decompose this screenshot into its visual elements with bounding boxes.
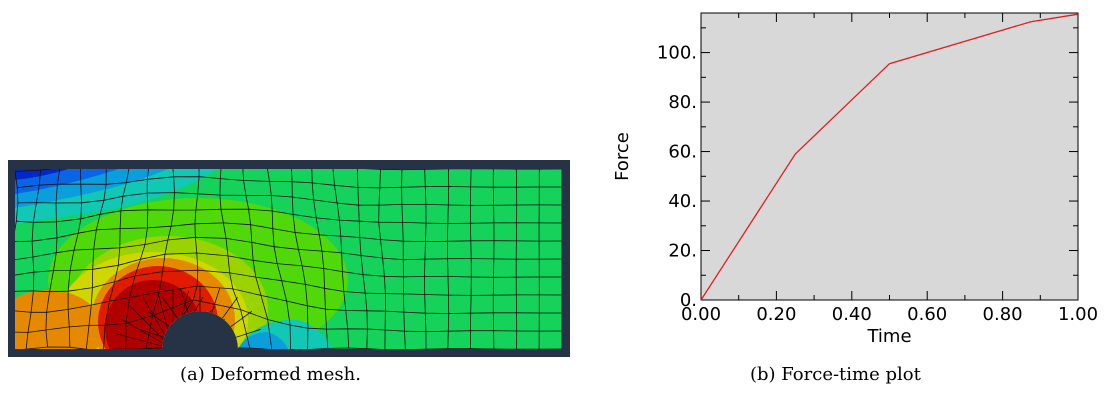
mesh-radial-line	[179, 288, 189, 313]
mesh-column-line	[332, 169, 350, 349]
y-tick-label: 0.	[680, 290, 697, 311]
stress-contour	[15, 169, 562, 349]
mesh-column-line	[25, 170, 41, 349]
mesh-column-line	[45, 169, 61, 348]
mesh-column-line	[85, 169, 107, 349]
x-tick-label: 0.20	[756, 304, 796, 325]
mesh-radial-line	[236, 328, 261, 338]
mesh-column-line	[219, 169, 251, 349]
mesh-column-line	[311, 169, 329, 349]
x-tick-label: 1.00	[1058, 304, 1098, 325]
y-tick-label: 40.	[668, 191, 697, 212]
force-time-plot: 0.00 0.20 0.40 0.60 0.80 1.00 0. 20. 40. 60. 80. 10…	[612, 12, 1098, 347]
figure-caption-a: (a) Deformed mesh.	[180, 364, 361, 385]
x-tick-label: 0.40	[832, 304, 872, 325]
mesh-column-line	[125, 169, 150, 349]
mesh-column-line	[266, 169, 291, 349]
force-time-chart: 0.00 0.20 0.40 0.60 0.80 1.00 0. 20. 40. 60. 80. 10…	[600, 0, 1105, 360]
y-tick-label: 20.	[668, 241, 697, 262]
mesh-radial-line	[162, 296, 178, 319]
mesh-column-line	[515, 169, 518, 349]
figure-caption-b: (b) Force-time plot	[750, 364, 921, 385]
mesh-radial-line	[230, 311, 253, 327]
plot-area	[700, 12, 1079, 301]
mesh-column-line	[424, 169, 427, 349]
x-tick-label: 0.00	[681, 304, 721, 325]
deformed-mesh-image	[8, 160, 570, 357]
x-tick-label: 0.80	[983, 304, 1023, 325]
mesh-column-line	[356, 169, 368, 349]
mesh-column-line	[446, 169, 450, 349]
mesh-column-line	[401, 169, 406, 349]
force-series-line	[700, 13, 1079, 301]
mesh-column-line	[470, 169, 472, 349]
mesh-column-line	[290, 169, 309, 349]
mesh-column-line	[242, 169, 273, 349]
deformed-mesh-figure	[8, 160, 570, 357]
x-tick-label: 0.60	[907, 304, 947, 325]
mesh-column-line	[145, 169, 175, 349]
mesh-column-line	[492, 169, 495, 349]
x-axis-label: Time	[866, 326, 911, 347]
mesh-column-line	[67, 169, 82, 348]
mesh-column-line	[378, 169, 386, 349]
y-axis-label: Force	[612, 132, 633, 181]
mesh-column-line	[15, 171, 19, 349]
y-tick-label: 80.	[668, 92, 697, 113]
mesh-radial-line	[222, 296, 238, 319]
y-tick-label: 60.	[668, 142, 697, 163]
mesh-radial-line	[147, 311, 170, 327]
mesh-column-line	[103, 169, 130, 349]
mesh-column-line	[162, 169, 200, 348]
y-tick-label: 100.	[657, 43, 697, 64]
